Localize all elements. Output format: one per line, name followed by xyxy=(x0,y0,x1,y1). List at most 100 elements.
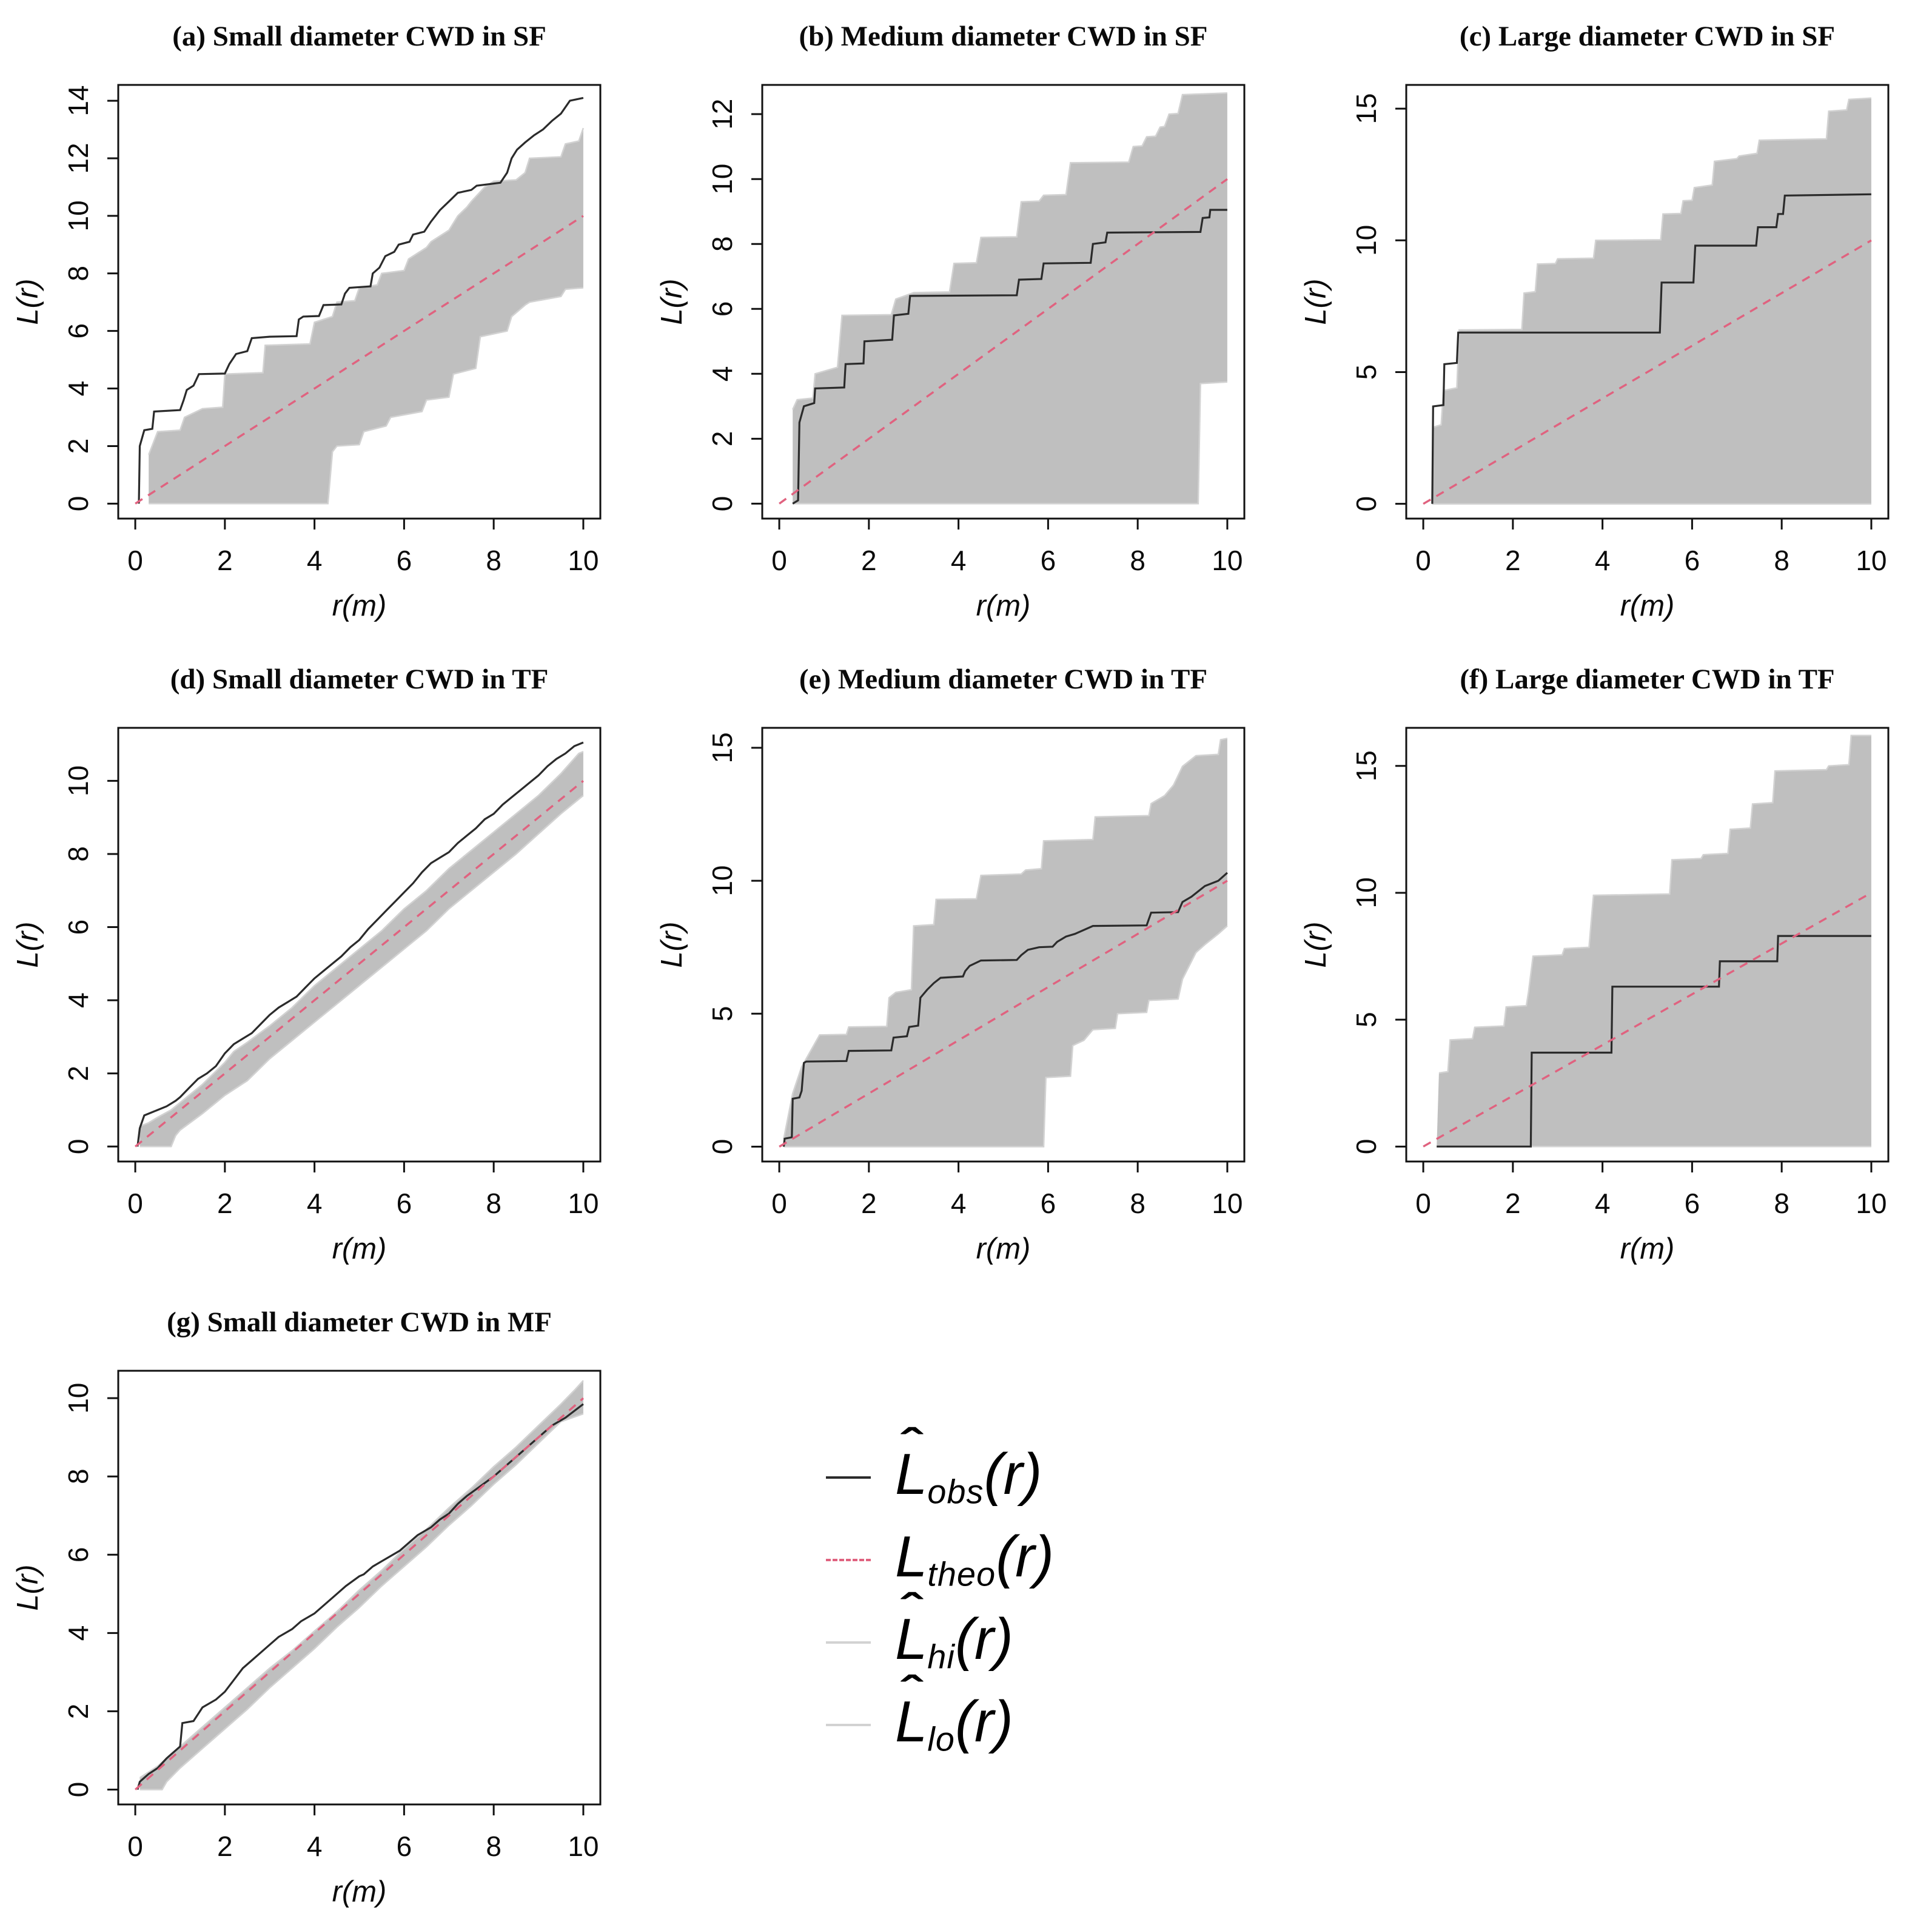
x-tick-label: 8 xyxy=(486,545,501,576)
x-tick-label: 8 xyxy=(486,1831,501,1862)
legend-item-theo: Ltheo(r) xyxy=(826,1527,1288,1593)
y-tick-label: 15 xyxy=(706,732,738,763)
hi-line-sample xyxy=(826,1641,871,1644)
x-axis-label: r(m) xyxy=(332,1232,387,1265)
legend-label-hi: ˆ Lhi(r) xyxy=(895,1585,1013,1676)
y-tick-label: 10 xyxy=(1350,877,1382,908)
x-tick-label: 10 xyxy=(568,1188,599,1219)
y-tick-label: 10 xyxy=(706,866,738,896)
legend: ˆ Lobs(r) Ltheo(r) ˆ Lhi(r) ˆ Llo(r) xyxy=(644,1286,1288,1930)
legend-item-lo: ˆ Llo(r) xyxy=(826,1668,1288,1758)
y-axis-label: L(r) xyxy=(1300,278,1332,324)
panel-title: (g) Small diameter CWD in MF xyxy=(167,1306,552,1338)
y-tick-label: 4 xyxy=(62,1626,94,1641)
panel-f: 0 2 4 6 8 10 0 5 10 15 (f) Large diameter CWD in T… xyxy=(1288,643,1932,1286)
x-axis-label: r(m) xyxy=(1620,590,1675,622)
y-tick-label: 2 xyxy=(62,439,94,454)
panel-g: 0 2 4 6 8 10 0 2 4 6 8 10 (g) Small diameter CWD in … xyxy=(0,1286,644,1930)
theo-line xyxy=(135,215,584,505)
y-tick-label: 15 xyxy=(1350,93,1382,124)
x-tick-label: 4 xyxy=(1595,545,1611,576)
panel-e: 0 2 4 6 8 10 0 5 10 15 (e) Medium diameter CWD in … xyxy=(644,643,1288,1286)
x-tick-label: 0 xyxy=(127,1831,143,1862)
x-tick-label: 10 xyxy=(1212,545,1243,576)
x-tick-label: 8 xyxy=(486,1188,501,1219)
obs-line xyxy=(1437,935,1871,1148)
x-tick-label: 2 xyxy=(861,545,877,576)
y-tick-label: 2 xyxy=(62,1066,94,1081)
x-axis-label: r(m) xyxy=(1620,1232,1675,1265)
confidence-envelope xyxy=(139,1380,583,1790)
confidence-envelope xyxy=(1432,98,1871,504)
x-tick-label: 8 xyxy=(1774,545,1789,576)
obs-line xyxy=(792,209,1227,505)
x-tick-label: 8 xyxy=(1774,1188,1789,1219)
x-tick-label: 10 xyxy=(568,545,599,576)
y-tick-label: 6 xyxy=(62,1547,94,1563)
y-tick-label: 8 xyxy=(62,846,94,862)
y-axis-label: L(r) xyxy=(656,921,688,967)
x-tick-label: 0 xyxy=(1415,545,1431,576)
y-tick-label: 4 xyxy=(706,366,738,382)
panel-title: (d) Small diameter CWD in TF xyxy=(170,664,549,695)
theo-line xyxy=(1423,239,1872,505)
y-tick-label: 0 xyxy=(62,496,94,512)
lo-line xyxy=(139,795,584,1148)
hat-accent: ˆ xyxy=(901,1585,922,1633)
y-tick-label: 12 xyxy=(62,143,94,173)
obs-line xyxy=(782,872,1228,1147)
x-tick-label: 4 xyxy=(307,1831,323,1862)
x-axis-label: r(m) xyxy=(976,1232,1031,1265)
y-tick-label: 0 xyxy=(706,1139,738,1155)
panel-a: 0 2 4 6 8 10 0 2 4 6 8 10 12 14 (a) Small diameter CWD… xyxy=(0,0,644,643)
y-tick-label: 6 xyxy=(62,920,94,935)
panel-d: 0 2 4 6 8 10 0 2 4 6 8 10 (d) Small diameter CWD in … xyxy=(0,643,644,1286)
theo-line xyxy=(135,780,584,1148)
lo-line xyxy=(793,381,1227,505)
x-tick-label: 4 xyxy=(307,545,323,576)
panel-b: 0 2 4 6 8 10 0 2 4 6 8 10 12 (b) Medium diameter CWD … xyxy=(644,0,1288,643)
theo-line-sample xyxy=(826,1559,871,1561)
panel-title: (c) Large diameter CWD in SF xyxy=(1460,21,1835,52)
y-tick-label: 6 xyxy=(62,323,94,339)
panel-title: (b) Medium diameter CWD in SF xyxy=(799,21,1207,52)
lo-line xyxy=(139,1413,584,1790)
x-tick-label: 6 xyxy=(1041,1188,1056,1219)
panel-title: (f) Large diameter CWD in TF xyxy=(1460,664,1834,695)
y-tick-label: 10 xyxy=(706,164,738,195)
x-tick-label: 10 xyxy=(1856,545,1887,576)
legend-label-lo: ˆ Llo(r) xyxy=(895,1668,1013,1758)
x-tick-label: 6 xyxy=(397,1831,412,1862)
x-tick-label: 4 xyxy=(307,1188,323,1219)
y-tick-label: 10 xyxy=(1350,225,1382,256)
x-tick-label: 6 xyxy=(397,545,412,576)
theo-line xyxy=(779,879,1228,1148)
y-axis-label: L(r) xyxy=(12,278,44,324)
plot-box xyxy=(117,727,602,1163)
x-tick-label: 6 xyxy=(397,1188,412,1219)
x-axis-label: r(m) xyxy=(332,1875,387,1908)
y-axis-label: L(r) xyxy=(12,1564,44,1610)
plot-box xyxy=(117,1370,602,1806)
y-axis-label: L(r) xyxy=(656,278,688,324)
x-tick-label: 4 xyxy=(951,1188,967,1219)
panel-b-chart: 0 2 4 6 8 10 0 2 4 6 8 10 12 (b) Medium diameter CWD … xyxy=(656,21,1246,622)
obs-line xyxy=(136,741,584,1147)
y-tick-label: 5 xyxy=(1350,1012,1382,1027)
x-tick-label: 6 xyxy=(1685,545,1700,576)
plot-box xyxy=(1405,727,1890,1163)
theo-line xyxy=(134,1397,585,1790)
y-tick-label: 6 xyxy=(706,301,738,317)
x-tick-label: 2 xyxy=(1505,545,1521,576)
y-tick-label: 0 xyxy=(62,1139,94,1155)
panel-g-chart: 0 2 4 6 8 10 0 2 4 6 8 10 (g) Small diameter CWD in … xyxy=(12,1306,602,1908)
x-tick-label: 4 xyxy=(1595,1188,1611,1219)
hat-accent: ˆ xyxy=(901,1421,922,1468)
theo-line xyxy=(779,178,1228,505)
y-tick-label: 0 xyxy=(1350,496,1382,512)
hi-line xyxy=(783,738,1228,1139)
x-tick-label: 0 xyxy=(127,545,143,576)
y-tick-label: 4 xyxy=(62,381,94,397)
confidence-envelope xyxy=(793,93,1227,504)
x-tick-label: 8 xyxy=(1130,1188,1145,1219)
